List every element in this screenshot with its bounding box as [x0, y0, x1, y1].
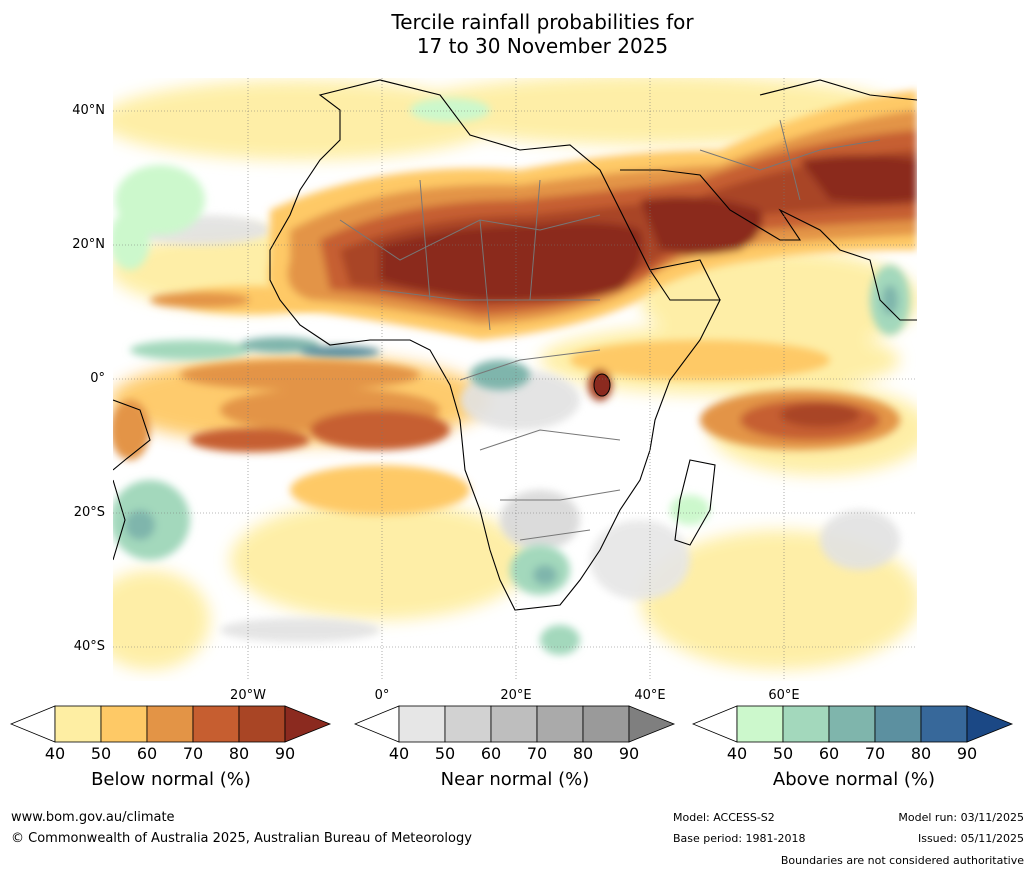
model-run-date: Model run: 03/11/2025 — [898, 811, 1024, 824]
colorbar-tick-label: 60 — [136, 744, 158, 763]
graticule — [113, 78, 917, 681]
colorbar-swatch-5 — [238, 705, 286, 743]
colorbar-swatch-2 — [782, 705, 830, 743]
colorbar-extend-low — [354, 705, 400, 743]
colorbar-tick-label: 70 — [526, 744, 548, 763]
colorbar-tick-label: 50 — [772, 744, 794, 763]
colorbar-swatch-2 — [444, 705, 492, 743]
model-name: Model: ACCESS-S2 — [673, 811, 775, 824]
base-period: Base period: 1981-2018 — [673, 832, 806, 845]
colorbar-swatch-2 — [100, 705, 148, 743]
colorbar-tick-label: 80 — [910, 744, 932, 763]
colorbar-swatch-1 — [54, 705, 102, 743]
lon-label-60e: 60°E — [768, 688, 800, 703]
colorbar-swatch-4 — [536, 705, 584, 743]
colorbar-swatch-4 — [874, 705, 922, 743]
lon-label-20e: 20°E — [500, 688, 532, 703]
colorbar-below-normal — [10, 705, 332, 743]
lat-label-equator: 0° — [90, 371, 105, 386]
copyright-text: © Commonwealth of Australia 2025, Austra… — [11, 831, 472, 846]
arabia-coastline — [649, 259, 721, 301]
colorbar-tick-label: 80 — [228, 744, 250, 763]
colorbar-extend-high — [966, 705, 1014, 743]
colorbar-extend-high — [284, 705, 332, 743]
colorbar-tick-label: 90 — [618, 744, 640, 763]
lat-label-40s: 40°S — [73, 639, 105, 654]
colorbar-swatch-1 — [398, 705, 446, 743]
lake-victoria — [593, 373, 611, 397]
colorbar-tick-label: 50 — [90, 744, 112, 763]
lon-label-40e: 40°E — [634, 688, 666, 703]
colorbar-extend-high — [628, 705, 676, 743]
colorbar-swatch-5 — [582, 705, 630, 743]
lon-label-0: 0° — [374, 688, 390, 703]
middle-east-coastline — [620, 169, 917, 321]
south-america-coastline — [113, 399, 151, 471]
eurasia-coastline — [759, 79, 917, 101]
colorbar-tick-label: 40 — [388, 744, 410, 763]
boundaries-disclaimer: Boundaries are not considered authoritat… — [780, 854, 1024, 867]
lon-label-20w: 20°W — [230, 688, 266, 703]
colorbar-swatch-3 — [828, 705, 876, 743]
colorbar-tick-label: 60 — [480, 744, 502, 763]
website-link[interactable]: www.bom.gov.au/climate — [11, 810, 175, 825]
colorbar-swatch-5 — [920, 705, 968, 743]
colorbar-above-normal — [692, 705, 1014, 743]
legend-label-below-normal: Below normal (%) — [91, 769, 251, 790]
colorbar-tick-label: 90 — [956, 744, 978, 763]
colorbar-extend-low — [692, 705, 738, 743]
colorbar-swatch-1 — [736, 705, 784, 743]
colorbar-tick-label: 70 — [864, 744, 886, 763]
colorbar-swatch-3 — [146, 705, 194, 743]
legend-label-above-normal: Above normal (%) — [772, 769, 936, 790]
map-field — [113, 78, 917, 681]
colorbar-tick-label: 90 — [274, 744, 296, 763]
lat-label-20s: 20°S — [73, 505, 105, 520]
colorbar-near-normal — [354, 705, 676, 743]
colorbar-tick-label: 40 — [726, 744, 748, 763]
title-line-1: Tercile rainfall probabilities for — [391, 10, 694, 34]
colorbar-tick-label: 40 — [44, 744, 66, 763]
lat-label-40n: 40°N — [72, 103, 105, 118]
madagascar-coastline — [674, 459, 716, 546]
colorbar-extend-low — [10, 705, 56, 743]
colorbar-tick-label: 70 — [182, 744, 204, 763]
country-borders — [339, 119, 881, 541]
lat-label-20n: 20°N — [72, 237, 105, 252]
south-america-coastline-2 — [113, 479, 126, 561]
colorbar-swatch-3 — [490, 705, 538, 743]
colorbar-tick-label: 80 — [572, 744, 594, 763]
colorbar-tick-label: 60 — [818, 744, 840, 763]
colorbar-tick-label: 50 — [434, 744, 456, 763]
legend-label-near-normal: Near normal (%) — [440, 769, 590, 790]
issued-date: Issued: 05/11/2025 — [917, 832, 1024, 845]
title-line-2: 17 to 30 November 2025 — [416, 34, 669, 58]
colorbar-swatch-4 — [192, 705, 240, 743]
